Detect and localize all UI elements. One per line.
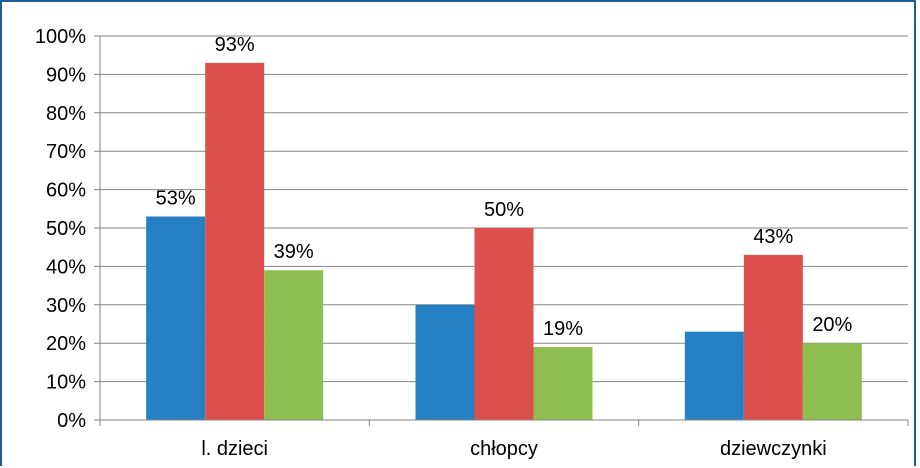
bar xyxy=(205,62,265,420)
bar xyxy=(533,347,593,420)
data-labels: 53% 93% 39% 50% 19% 43% 20% xyxy=(156,34,853,340)
bars xyxy=(146,62,862,420)
y-tick-label: 10% xyxy=(46,372,86,394)
x-tick-label: dziewczynki xyxy=(720,438,827,460)
y-tick-label: 0% xyxy=(57,410,86,432)
bar xyxy=(802,343,862,420)
data-label: 43% xyxy=(753,226,793,248)
bar xyxy=(684,331,744,420)
y-tick-label: 30% xyxy=(46,295,86,317)
data-label: 50% xyxy=(484,199,524,221)
y-tick-label: 20% xyxy=(46,333,86,355)
x-tick-label: chłopcy xyxy=(470,438,538,460)
x-tick-label: l. dzieci xyxy=(201,438,268,460)
y-tick-label: 90% xyxy=(46,64,86,86)
data-label: 20% xyxy=(812,314,852,336)
data-label: 93% xyxy=(215,34,255,56)
y-tick-label: 100% xyxy=(35,26,86,48)
y-tick-label: 50% xyxy=(46,218,86,240)
axes xyxy=(94,35,909,426)
bar xyxy=(146,216,206,420)
data-label: 53% xyxy=(156,187,196,209)
data-label: 39% xyxy=(274,241,314,263)
bar xyxy=(474,228,534,420)
bar xyxy=(415,304,475,420)
y-tick-label: 40% xyxy=(46,256,86,278)
y-axis-ticks: 0% 10% 20% 30% 40% 50% 60% 70% 80% 90% 100% xyxy=(35,26,86,432)
bar xyxy=(264,270,324,420)
y-tick-label: 60% xyxy=(46,180,86,202)
x-axis-ticks: l. dzieci chłopcy dziewczynki xyxy=(201,438,826,460)
y-tick-label: 70% xyxy=(46,141,86,163)
bar xyxy=(743,254,803,420)
y-tick-label: 80% xyxy=(46,103,86,125)
data-label: 19% xyxy=(543,318,583,340)
